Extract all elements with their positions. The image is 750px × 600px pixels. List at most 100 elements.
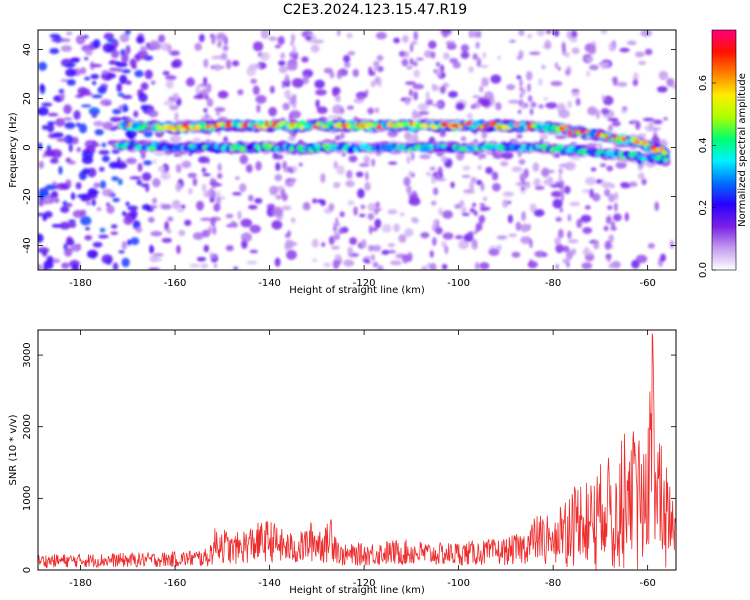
noise-blob (509, 39, 516, 43)
streak-blob (476, 30, 482, 39)
noise-blob (286, 63, 298, 71)
noise-blob (158, 34, 166, 43)
streak-blob (210, 254, 217, 259)
noise-blob (536, 30, 545, 37)
noise-blob (460, 44, 470, 53)
streak-blob (442, 52, 450, 60)
noise-blob (538, 104, 544, 109)
noise-blob (111, 176, 119, 182)
noise-blob (108, 67, 121, 72)
streak-blob (524, 181, 531, 190)
noise-blob (62, 200, 68, 207)
noise-blob (175, 163, 182, 173)
noise-blob (134, 55, 139, 59)
noise-blob (481, 130, 488, 140)
noise-blob (541, 64, 546, 70)
streak-blob (558, 174, 562, 182)
noise-blob (140, 183, 147, 187)
spectrogram-heatmap (38, 30, 676, 270)
noise-blob (356, 95, 366, 101)
noise-blob (419, 154, 431, 160)
noise-blob (588, 64, 599, 71)
noise-blob (92, 241, 103, 248)
noise-blob (495, 102, 502, 111)
streak-blob (559, 207, 563, 213)
streak-blob (562, 258, 570, 264)
noise-blob (461, 206, 467, 216)
streak-blob (516, 134, 523, 139)
streak-blob (374, 107, 380, 114)
noise-blob (563, 185, 571, 194)
noise-blob (115, 61, 128, 68)
streak-blob (555, 216, 562, 222)
noise-blob (46, 121, 56, 125)
noise-blob (161, 203, 172, 210)
streak-blob (280, 52, 286, 60)
noise-blob (658, 70, 669, 81)
noise-blob (143, 130, 153, 138)
noise-blob (346, 105, 355, 110)
noise-blob (305, 35, 312, 41)
noise-blob (581, 262, 593, 270)
noise-blob (327, 115, 339, 119)
noise-blob (202, 173, 211, 177)
noise-blob (85, 49, 93, 56)
streak-blob (471, 242, 478, 250)
noise-blob (335, 94, 341, 103)
noise-blob (66, 236, 74, 246)
noise-blob (301, 56, 309, 63)
noise-blob (600, 30, 608, 35)
noise-blob (66, 202, 73, 208)
noise-blob (381, 223, 392, 233)
noise-blob (160, 172, 171, 180)
streak-blob (291, 93, 297, 102)
noise-blob (51, 38, 58, 42)
streak-blob (439, 85, 446, 94)
noise-blob (125, 45, 131, 55)
noise-blob (312, 258, 318, 263)
streak-blob (410, 40, 418, 46)
noise-blob (461, 212, 470, 216)
noise-blob (64, 247, 73, 257)
noise-blob (56, 183, 69, 187)
streak-blob (475, 41, 480, 49)
noise-blob (239, 154, 249, 165)
streak-blob (604, 62, 610, 69)
noise-blob (374, 218, 382, 229)
noise-blob (176, 244, 181, 255)
noise-blob (628, 181, 638, 188)
noise-blob (175, 182, 182, 192)
noise-blob (110, 231, 118, 235)
noise-blob (79, 67, 87, 75)
streak-blob (215, 111, 220, 116)
noise-blob (99, 227, 106, 233)
streak-blob (554, 237, 561, 246)
noise-blob (38, 264, 43, 270)
noise-blob (481, 98, 491, 108)
noise-blob (580, 214, 592, 223)
noise-blob (231, 60, 240, 67)
noise-blob (91, 198, 96, 207)
noise-blob (617, 81, 628, 87)
streak-blob (477, 57, 482, 67)
noise-blob (534, 185, 545, 190)
snr-y-tick-label: 1000 (22, 486, 33, 511)
colorbar-tick-label: 0.4 (698, 137, 709, 153)
noise-blob (585, 176, 597, 186)
noise-blob (343, 54, 351, 63)
noise-blob (417, 103, 429, 111)
noise-blob (569, 201, 581, 207)
streak-blob (519, 172, 526, 182)
streak-blob (373, 65, 379, 72)
noise-blob (469, 207, 476, 213)
streak-blob (518, 30, 525, 36)
noise-blob (461, 174, 471, 178)
noise-blob (584, 205, 591, 210)
noise-blob (415, 57, 424, 61)
streak-blob (529, 258, 533, 268)
spectrogram-x-ticks: -180 -160 -140 -120 -100 -80 -60 (69, 30, 656, 289)
noise-blob (192, 177, 198, 187)
noise-blob (507, 214, 513, 224)
streak-blob (364, 89, 369, 95)
streak-blob (292, 103, 297, 109)
